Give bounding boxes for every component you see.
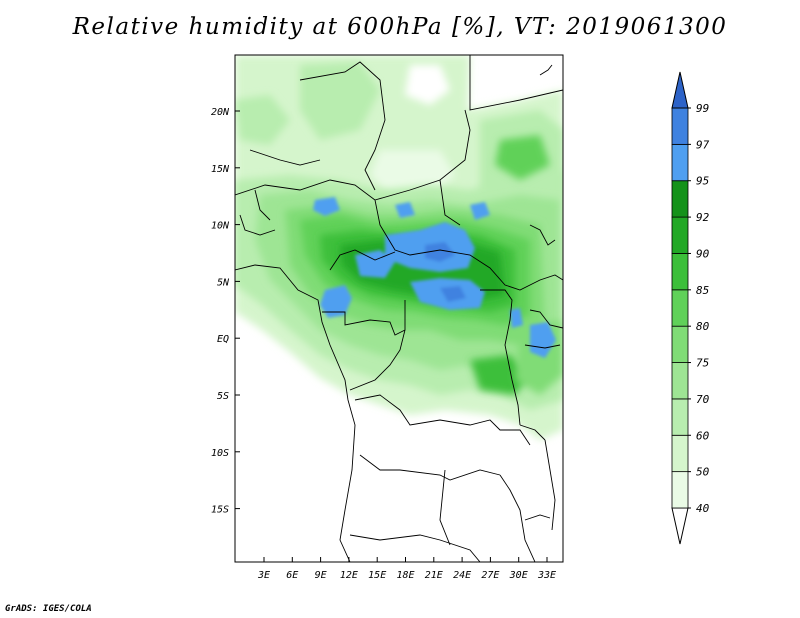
colorbar-arrow-low [671,507,689,545]
colorbar-segment [671,253,689,291]
lat-label: 15N [211,164,230,175]
lon-label: 12E [340,570,358,581]
colorbar-label: 95 [696,175,709,188]
lon-label: 33E [537,570,556,581]
latitude-axis: 20N 15N 10N 5N EQ 5S 10S 15S [211,107,240,516]
lat-label: 10N [211,221,230,232]
colorbar-segment [671,434,689,473]
lon-label: 9E [315,570,327,581]
lon-label: 30E [509,570,528,581]
country-borders [235,55,563,562]
colorbar-segment [671,398,689,436]
lat-label: 5N [217,277,230,288]
colorbar-label: 75 [696,357,709,370]
lon-label: 24E [453,570,471,581]
lat-label: 10S [211,448,229,459]
colorbar-arrow-high [671,71,689,109]
colorbar-segment [671,143,689,182]
colorbar-label: 60 [696,429,710,442]
colorbar-label: 99 [696,102,709,115]
lat-label: 5S [217,391,229,402]
lon-label: 18E [396,570,414,581]
grads-credit: GrADS: IGES/COLA [5,604,92,614]
lon-label: 3E [257,570,270,581]
colorbar-segment [671,471,689,509]
colorbar-segment [671,289,689,327]
colorbar-label: 92 [696,211,710,224]
colorbar-segment [671,216,689,254]
lat-label: 15S [211,505,229,516]
colorbar-segment [671,107,689,145]
longitude-axis: 3E 6E 9E 12E 15E 18E 21E 24E 27E 30E 33E [257,557,556,581]
colorbar-label: 80 [696,320,710,333]
colorbar-label: 50 [696,466,710,479]
lon-label: 21E [425,570,443,581]
chart-title: Relative humidity at 600hPa [%], VT: 201… [72,14,728,40]
colorbar-label: 85 [696,284,709,297]
colorbar-label: 90 [696,247,710,260]
map-frame [234,54,564,563]
lon-label: 6E [286,570,298,581]
colorbar-label: 40 [696,502,710,515]
lon-label: 15E [368,570,386,581]
colorbar: 40 50 60 70 75 80 85 90 92 95 97 99 [671,71,710,545]
lon-label: 27E [481,570,499,581]
humidity-field [235,55,563,440]
colorbar-label: 97 [696,138,710,151]
lat-label: EQ [217,334,229,345]
colorbar-segment [671,325,689,363]
colorbar-segment [671,362,689,400]
colorbar-label: 70 [696,393,710,406]
lat-label: 20N [211,107,230,118]
colorbar-segment [671,180,689,218]
